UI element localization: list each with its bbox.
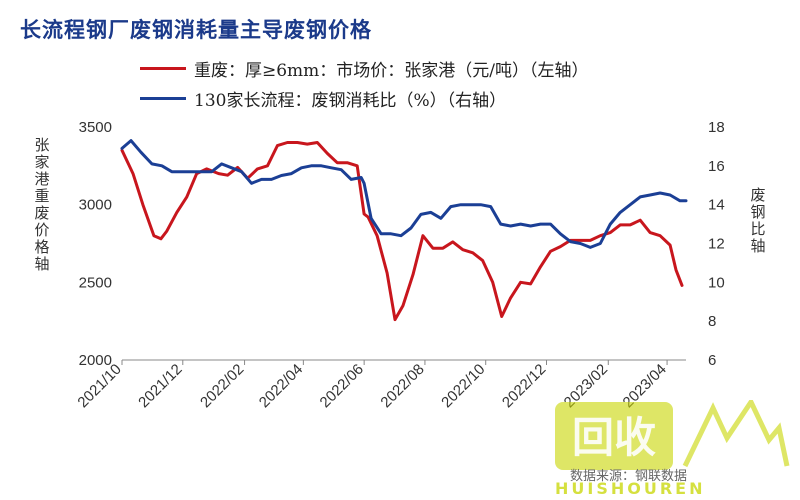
y-right-tick-label: 6	[708, 352, 716, 369]
x-tick-label: 2022/08	[377, 361, 427, 411]
logo-text: 回收	[572, 413, 656, 462]
watermark-logo: 回收 数据来源：钢联数据 HUISHOUREN	[555, 400, 795, 495]
legend-entry-scrap-ratio: 130家长流程：废钢消耗比（%）（右轴）	[140, 86, 506, 111]
legend-entry-scrap-price: 重废：厚≥6mm：市场价：张家港（元/吨）（左轴）	[140, 56, 589, 81]
x-tick-label: 2022/06	[317, 361, 367, 411]
y-right-tick-label: 16	[708, 158, 725, 175]
x-tick-label: 2022/12	[499, 361, 549, 411]
x-tick-label: 2021/12	[135, 361, 185, 411]
y-left-tick-label: 2000	[79, 352, 112, 369]
y-left-tick-label: 3000	[79, 197, 112, 214]
y-right-tick-label: 12	[708, 236, 725, 253]
legend-label-scrap-price: 重废：厚≥6mm：市场价：张家港（元/吨）（左轴）	[194, 61, 589, 81]
watermark-graphic: 回收 数据来源：钢联数据 HUISHOUREN	[555, 400, 790, 495]
series-line-scrap-ratio	[120, 139, 688, 249]
x-tick-label: 2022/10	[438, 361, 488, 411]
legend-label-scrap-ratio: 130家长流程：废钢消耗比（%）（右轴）	[194, 91, 507, 111]
y-left-axis-title: 张家港重废价格轴	[34, 136, 49, 273]
y-right-tick-label: 14	[708, 197, 725, 214]
chart-title: 长流程钢厂废钢消耗量主导废钢价格	[20, 17, 372, 42]
y-left-tick-label: 3500	[79, 119, 112, 136]
legend-swatch-blue	[140, 97, 186, 100]
source-text: 数据来源：钢联数据	[570, 469, 687, 484]
logo-figure-icon	[682, 400, 790, 468]
y-left-tick-label: 2500	[79, 274, 112, 291]
logo-badge	[555, 402, 673, 470]
y-right-axis-title: 废钢比轴	[750, 186, 765, 255]
x-tick-label: 2022/04	[256, 361, 306, 411]
series-line-scrap-price	[120, 141, 684, 322]
y-right-tick-label: 18	[708, 119, 725, 136]
y-right-tick-label: 8	[708, 313, 716, 330]
x-tick-label: 2022/02	[197, 361, 247, 411]
y-right-tick-label: 10	[708, 274, 725, 291]
legend-swatch-red	[140, 67, 186, 70]
brand-text: HUISHOUREN	[555, 479, 705, 495]
